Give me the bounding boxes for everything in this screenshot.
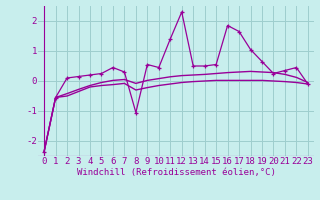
X-axis label: Windchill (Refroidissement éolien,°C): Windchill (Refroidissement éolien,°C) bbox=[76, 168, 276, 177]
